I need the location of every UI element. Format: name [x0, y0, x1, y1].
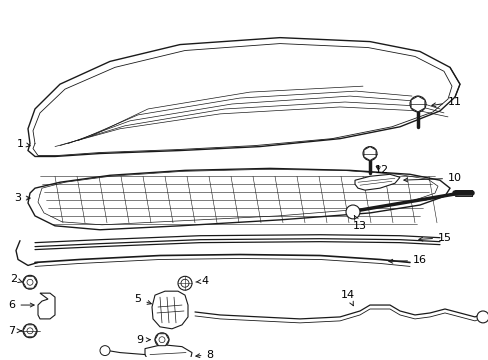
Text: 2: 2: [10, 274, 23, 284]
Circle shape: [178, 276, 192, 290]
Text: 13: 13: [352, 216, 366, 231]
Polygon shape: [28, 168, 449, 230]
Circle shape: [23, 275, 37, 289]
Polygon shape: [155, 334, 169, 346]
Text: 10: 10: [403, 173, 461, 183]
Text: 15: 15: [418, 233, 451, 243]
Text: 14: 14: [340, 290, 354, 306]
Text: 7: 7: [8, 326, 21, 336]
Text: 8: 8: [195, 350, 213, 360]
Text: 4: 4: [196, 276, 208, 286]
Circle shape: [155, 333, 169, 347]
Circle shape: [476, 311, 488, 323]
Polygon shape: [23, 276, 37, 288]
Text: 9: 9: [136, 335, 150, 345]
Text: 12: 12: [374, 165, 388, 175]
Polygon shape: [410, 96, 424, 112]
Text: 5: 5: [134, 294, 151, 304]
Circle shape: [23, 324, 37, 338]
Text: 11: 11: [431, 97, 461, 107]
Circle shape: [362, 147, 376, 161]
Polygon shape: [363, 147, 375, 161]
Text: 3: 3: [15, 193, 30, 203]
Text: 1: 1: [17, 139, 30, 149]
Text: 16: 16: [388, 256, 426, 265]
Circle shape: [100, 346, 110, 356]
Polygon shape: [38, 293, 55, 319]
Polygon shape: [145, 345, 192, 360]
Circle shape: [409, 96, 425, 112]
Circle shape: [346, 205, 359, 219]
Text: 6: 6: [8, 300, 34, 310]
Polygon shape: [23, 325, 37, 337]
Polygon shape: [152, 291, 187, 329]
Polygon shape: [28, 38, 459, 157]
Polygon shape: [354, 174, 399, 190]
